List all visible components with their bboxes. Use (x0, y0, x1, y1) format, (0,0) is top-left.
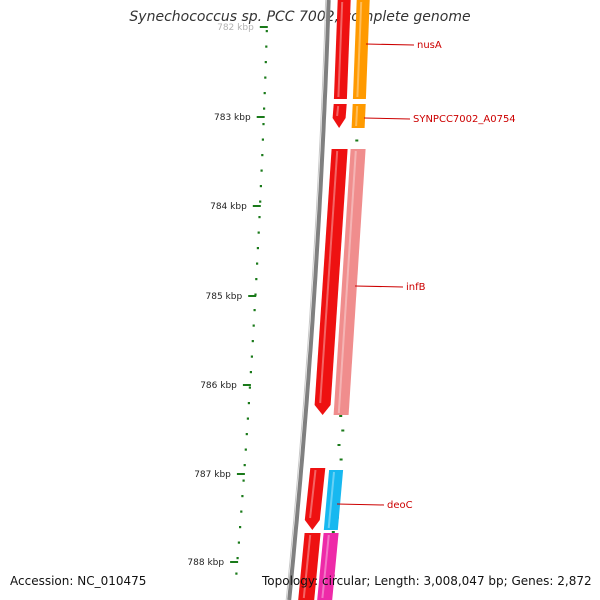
cds-block (314, 149, 348, 415)
gc-mark (263, 107, 266, 110)
gc-mark (339, 415, 343, 417)
gene-highlight (309, 469, 317, 519)
ruler-tick-label: 782 kbp (217, 23, 254, 33)
cds-block (333, 0, 351, 99)
gene-infb (333, 149, 366, 415)
gc-mark (337, 444, 341, 446)
gene-label: nusA (417, 40, 442, 51)
gc-mark (244, 448, 247, 451)
genome-stats-label: Topology: circular; Length: 3,008,047 bp… (262, 574, 592, 588)
gene-label: SYNPCC7002_A0754 (413, 114, 516, 125)
gene-next (317, 533, 339, 600)
gene-synpcc7002-a0754 (351, 104, 366, 128)
gc-mark (252, 324, 255, 327)
gene-labels: nusA SYNPCC7002_A0754 infB deoC (336, 40, 516, 511)
gc-mark (259, 200, 262, 203)
gc-mark (258, 216, 261, 219)
gene-highlight (319, 150, 339, 404)
gc-mark (239, 526, 242, 529)
ruler-tick-label: 785 kbp (206, 292, 243, 302)
gc-mark (260, 169, 263, 172)
ruler-tick-label: 787 kbp (194, 470, 231, 480)
gc-mark (242, 479, 245, 482)
backbone-line (287, 0, 331, 600)
position-ruler: 782 kbp 783 kbp 784 kbp 785 kbp 786 kbp 787 k… (187, 23, 268, 568)
gene-leader-line (365, 43, 415, 46)
gc-mark (246, 417, 249, 420)
gene-highlight (356, 1, 363, 98)
gc-mark (243, 464, 246, 467)
cds-block (332, 104, 347, 128)
gc-mark (256, 247, 259, 250)
gc-mark (265, 45, 268, 48)
cds-block (304, 468, 326, 530)
gene-label: infB (406, 282, 426, 293)
gene-deoc (323, 470, 344, 530)
gene-highlight (327, 471, 335, 529)
gc-mark (264, 76, 267, 79)
gene-highlight (337, 150, 357, 414)
gene-leader-line (354, 285, 404, 288)
gc-mark (265, 30, 268, 33)
gene-highlight (355, 105, 359, 127)
gc-mark (249, 371, 252, 374)
gc-mark (237, 541, 240, 544)
gene-highlight (321, 534, 330, 599)
gc-mark (261, 154, 264, 157)
gc-mark (264, 61, 267, 64)
gc-mark (241, 495, 244, 498)
gc-mark (257, 231, 260, 234)
gc-mark (251, 340, 254, 343)
gc-mark (253, 309, 256, 312)
cds-block (298, 533, 321, 600)
gc-mark (236, 557, 239, 560)
gc-mark (247, 402, 250, 405)
genome-backbone (285, 0, 331, 600)
gene-highlight (336, 105, 340, 117)
gene-highlight (302, 534, 312, 599)
map-title: Synechococcus sp. PCC 7002, complete gen… (129, 9, 471, 25)
gc-mark (263, 92, 266, 95)
ruler-tick-label: 788 kbp (187, 558, 224, 568)
gc-mark (261, 138, 264, 141)
gc-mark (250, 355, 253, 358)
gene-leader-line (363, 117, 411, 120)
gc-mark (355, 139, 359, 142)
gc-mark (256, 262, 259, 265)
backbone-shadow (285, 0, 327, 600)
gc-mark (262, 123, 265, 126)
ruler-tick-label: 783 kbp (214, 113, 251, 123)
gene-leader-line (336, 503, 385, 506)
gc-mark (235, 572, 238, 575)
gene-label: deoC (387, 500, 413, 511)
gc-mark (255, 278, 258, 281)
gc-mark (259, 185, 262, 188)
gene-nusa (352, 0, 370, 99)
ruler-tick-label: 786 kbp (200, 381, 237, 391)
gc-mark (240, 510, 243, 513)
gene-tracks (298, 0, 370, 600)
gc-mark (248, 386, 251, 389)
gc-mark (254, 293, 257, 296)
gc-mark (341, 429, 345, 432)
gc-mark (245, 433, 248, 436)
ruler-tick-label: 784 kbp (210, 202, 247, 212)
gc-mark (339, 458, 343, 461)
gene-highlight (337, 1, 344, 98)
gc-mark (331, 531, 335, 533)
accession-label: Accession: NC_010475 (10, 574, 147, 588)
